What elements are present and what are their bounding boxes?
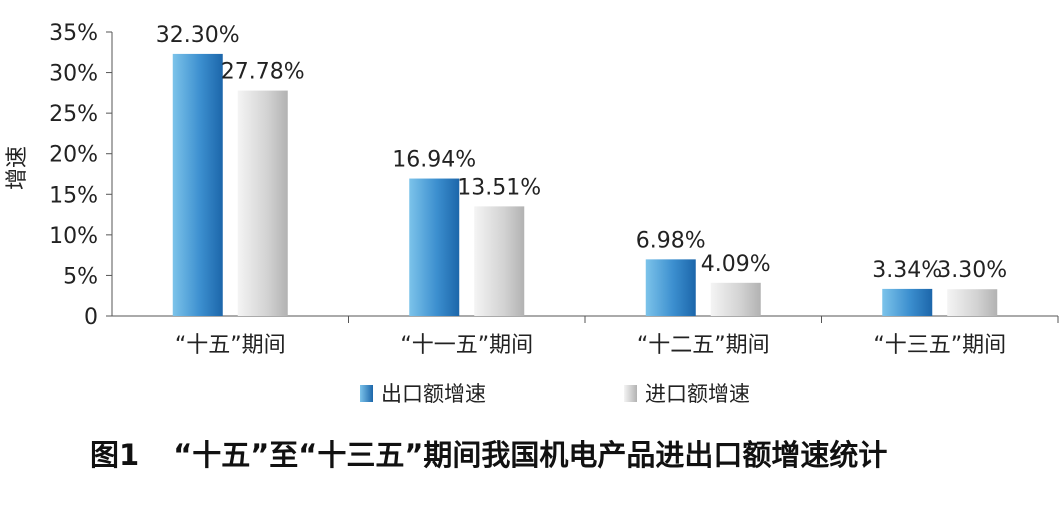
bar-import [237,90,288,316]
y-tick-label: 0 [84,305,98,330]
bar-import [474,206,525,316]
bar-import [947,289,998,316]
legend-import: 进口额增速 [624,378,750,408]
bar-export [172,53,223,317]
legend-export-label: 出口额增速 [381,382,486,406]
figure-number: 图1 [90,438,140,472]
x-category-label: “十五”期间 [175,333,286,358]
y-tick-label: 25% [49,102,98,127]
x-category-label: “十三五”期间 [873,333,1006,358]
y-tick-label: 10% [49,224,98,249]
data-label-import: 4.09% [701,252,771,277]
y-tick-label: 20% [49,143,98,168]
data-label-import: 13.51% [457,175,541,200]
bar-export [409,178,460,316]
x-category-label: “十二五”期间 [637,333,770,358]
bar-chart: 增速 0 5% 10% 15% 20% 25% 30% 35% “十五”期间 “十一五”期间 “十二… [5,21,1059,358]
figure-caption: 图1 “十五”至“十三五”期间我国机电产品进出口额增速统计 [90,432,887,474]
legend-import-label: 进口额增速 [645,382,750,406]
legend-export: 出口额增速 [360,378,486,408]
data-label-import: 3.30% [937,258,1007,283]
y-tick-label: 30% [49,62,98,87]
bars [172,53,998,317]
x-category-label: “十一五”期间 [400,333,533,358]
data-label-export: 16.94% [392,148,476,173]
legend-import-swatch [624,384,637,402]
y-tick-label: 15% [49,183,98,208]
y-tick-label: 5% [63,264,98,289]
data-label-export: 32.30% [156,23,240,48]
y-axis-label: 增速 [5,146,30,190]
legend-export-swatch [360,384,373,402]
y-tick-label: 35% [49,21,98,46]
axes: 0 5% 10% 15% 20% 25% 30% 35% “十五”期间 “十一五”期间 “十二五”期… [49,21,1059,358]
data-label-export: 3.34% [872,258,942,283]
data-labels: 32.30% 27.78% 16.94%13.51% 6.98%4.09% 3.34%3… [156,23,1007,283]
data-label-export: 6.98% [636,228,706,253]
figure-title: “十五”至“十三五”期间我国机电产品进出口额增速统计 [173,438,888,472]
bar-export [882,288,933,316]
bar-export [645,259,696,316]
data-label-import: 27.78% [221,60,305,85]
bar-import [710,282,761,316]
